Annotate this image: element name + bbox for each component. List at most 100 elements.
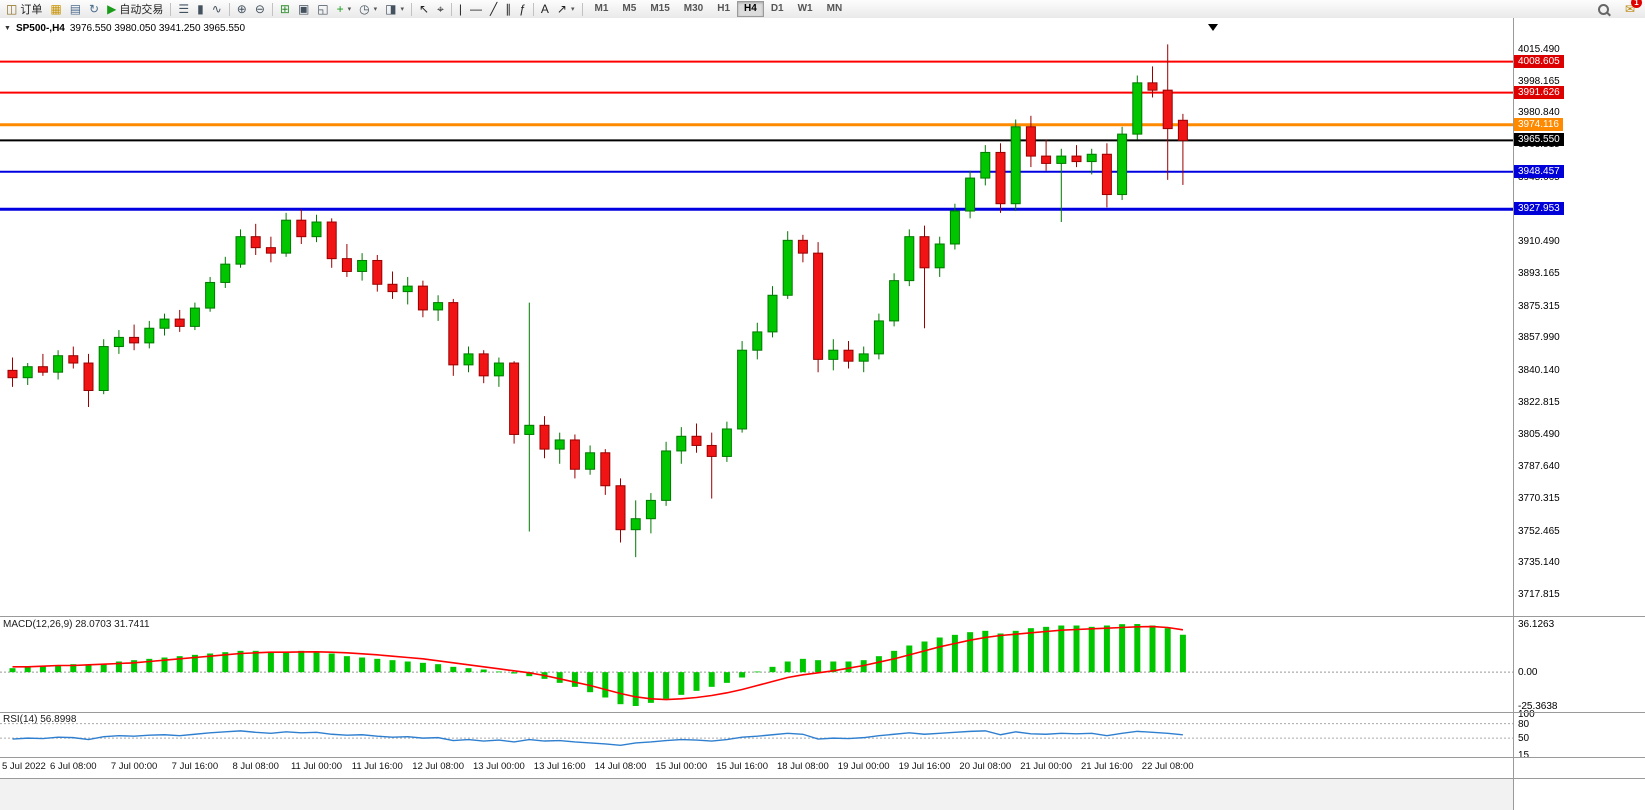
macd-histogram-bar [115,661,122,673]
panel-separator[interactable] [0,757,1645,758]
time-axis[interactable]: 5 Jul 2022 6 Jul 08:00 7 Jul 00:00 7 Jul 16… [0,757,1645,778]
timeframe-mn[interactable]: MN [826,3,843,14]
price-axis-label: 3857.990 [1518,332,1560,344]
autotrading-button-glyph: ▶ [107,2,117,16]
panel-separator[interactable] [0,616,1645,617]
timeframe-h4[interactable]: H4 [737,1,764,17]
timeframe-d1[interactable]: D1 [770,3,784,14]
time-axis-label: 6 Jul 08:00 [50,761,97,772]
candle-body [205,281,216,309]
price-axis[interactable]: 4015.4903998.1653980.8403963.5153945.665… [1513,18,1645,810]
macd-histogram-bar [799,658,806,673]
zoom-in-icon-glyph: ⊕ [236,2,247,16]
timeframe-m5[interactable]: M5 [622,3,637,14]
macd-histogram-bar [891,650,898,673]
candle-body [478,353,489,377]
macd-histogram-bar [845,661,852,673]
macd-histogram-bar [359,657,366,673]
candle-body [585,452,596,470]
candlestick-type-icon[interactable]: ▮ [193,1,208,17]
cursor-tool-icon[interactable]: ↖ [415,1,433,17]
chart-shift-marker-icon[interactable] [1208,24,1218,31]
rsi-axis-label: 50 [1518,733,1530,745]
template-button[interactable]: ◨ ▾ [381,1,408,17]
add-indicator-button[interactable]: + ▾ [333,1,356,17]
panel-separator[interactable] [0,712,1645,713]
candle-body [159,318,170,329]
main-chart[interactable] [0,18,1513,598]
macd-histogram-bar [389,660,396,673]
trendline-tool-icon[interactable]: ╱ [486,1,501,17]
candle-body [934,243,945,269]
macd-panel[interactable] [0,616,1513,712]
price-axis-label: 3752.465 [1518,525,1560,537]
candle-body [1041,155,1052,164]
macd-axis-label: -25.3638 [1518,701,1558,712]
search-icon[interactable] [1594,1,1613,17]
timeframe-h1[interactable]: H1 [717,3,731,14]
zoom-in-icon[interactable]: ⊕ [233,1,251,17]
chart-symbol-period: SP500-,H4 [15,23,65,34]
time-axis-label: 19 Jul 16:00 [898,761,951,772]
macd-histogram-bar [1058,625,1065,673]
macd-histogram-bar [495,671,502,673]
period-button-glyph: ◷ [359,2,370,16]
candle-body [448,302,459,366]
macd-histogram-bar [343,656,350,673]
macd-histogram-bar [951,634,958,673]
price-level-badge: 4008.605 [1514,54,1564,68]
timeframe-group: M1 M5 M15 M30 H1 H4 D1 W1 MN [588,1,850,17]
new-order-button[interactable]: ◫ 订单 [2,1,46,17]
zoom-out-icon[interactable]: ⊖ [251,1,269,17]
dropdown-caret-icon: ▾ [570,6,575,13]
vertical-line-tool-icon-glyph: | [458,2,462,16]
candlestick-type-icon-glyph: ▮ [197,2,204,16]
crosshair-tool-icon[interactable]: ⌖ [433,1,448,17]
timeframe-w1[interactable]: W1 [797,3,813,14]
candle-body [341,258,352,272]
macd-histogram-bar [131,660,138,673]
candle-body [645,499,656,520]
profiles-icon[interactable]: ▤ [66,1,85,17]
channel-tool-icon[interactable]: ∥ [501,1,515,17]
autotrading-button[interactable]: ▶ 自动交易 [103,1,167,17]
mailbox-button[interactable]: ✉ 1 [1625,0,1642,18]
toolbar-separator [450,2,452,16]
macd-histogram-bar [283,652,290,673]
arrange-windows-icon[interactable]: ◱ [313,1,332,17]
timeframe-m1[interactable]: M1 [594,3,609,14]
fibonacci-tool-icon[interactable]: ƒ [515,1,530,17]
candle-body [676,435,687,452]
candle-body [144,327,155,344]
timeframe-m30[interactable]: M30 [683,3,704,14]
vertical-line-tool-icon[interactable]: | [455,1,466,17]
charts-icon[interactable]: ▦ [46,1,65,17]
bar-chart-type-icon[interactable]: ☰ [174,1,193,17]
tile-windows-icon[interactable]: ⊞ [276,1,294,17]
cascade-windows-icon[interactable]: ▣ [294,1,313,17]
time-axis-label: 13 Jul 00:00 [473,761,525,772]
rsi-panel[interactable] [0,712,1513,757]
one-click-trading-toggle-icon[interactable]: ▼ [4,25,11,32]
period-button[interactable]: ◷ ▾ [355,1,381,17]
time-axis-label: 14 Jul 08:00 [594,761,647,772]
horizontal-line-tool-icon[interactable]: — [466,1,486,17]
macd-histogram-bar [1088,626,1095,673]
macd-histogram-bar [815,660,822,673]
line-chart-type-icon[interactable]: ∿ [208,1,226,17]
time-axis-label: 12 Jul 08:00 [412,761,464,772]
macd-histogram-bar [9,668,16,673]
magnifier-glass-icon [1597,3,1609,15]
dropdown-caret-icon: ▾ [347,6,352,13]
macd-histogram-bar [602,672,609,698]
macd-histogram-bar [617,672,624,705]
timeframe-m15[interactable]: M15 [650,3,670,14]
macd-histogram-bar [875,656,882,673]
price-level-badge: 3965.550 [1514,133,1564,147]
candle-body [782,239,793,296]
candle-body [174,318,185,327]
text-tool-icon[interactable]: A [537,1,553,17]
price-axis-label: 3910.490 [1518,236,1560,248]
arrows-tool-icon[interactable]: ↗ ▾ [553,1,579,17]
refresh-icon[interactable]: ↻ [85,1,103,17]
